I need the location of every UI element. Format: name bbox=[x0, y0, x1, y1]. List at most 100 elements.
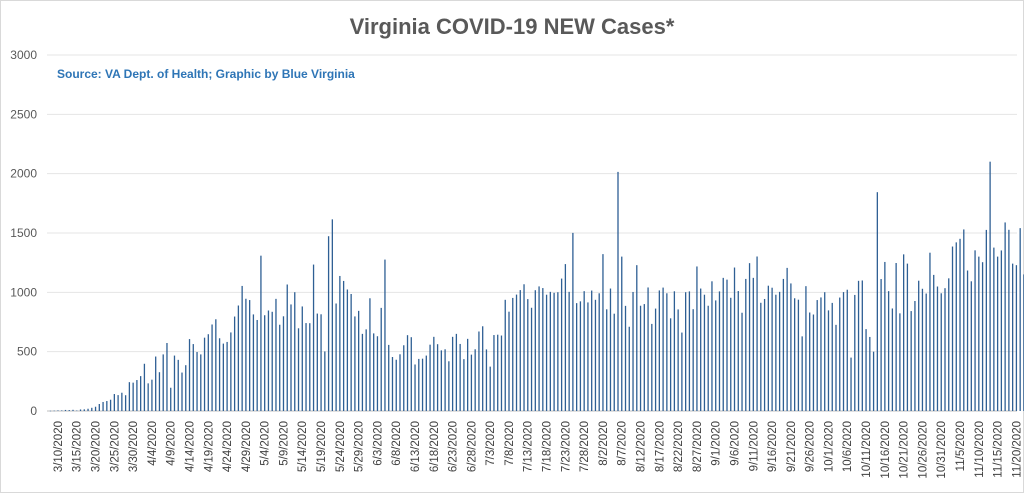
x-tick-label: 8/2/2020 bbox=[598, 421, 610, 466]
bar bbox=[831, 302, 833, 411]
bar bbox=[861, 280, 863, 411]
bar bbox=[354, 316, 356, 411]
bar bbox=[797, 299, 800, 411]
bar bbox=[974, 250, 976, 411]
x-tick-label: 10/26/2020 bbox=[917, 421, 929, 479]
bar bbox=[549, 291, 551, 411]
y-tick-label: 2000 bbox=[10, 167, 37, 181]
x-tick-label: 7/23/2020 bbox=[560, 421, 572, 472]
bar bbox=[824, 292, 826, 411]
bar bbox=[752, 277, 754, 411]
bar bbox=[485, 349, 488, 411]
bar bbox=[346, 289, 349, 411]
bar bbox=[1012, 263, 1014, 411]
bar bbox=[790, 283, 792, 411]
bar bbox=[181, 372, 183, 411]
bar bbox=[944, 288, 946, 411]
bar bbox=[895, 263, 897, 411]
bar bbox=[376, 336, 379, 411]
bar bbox=[771, 287, 773, 411]
bar bbox=[970, 281, 972, 411]
x-tick-label: 8/17/2020 bbox=[654, 421, 666, 472]
x-tick-label: 3/25/2020 bbox=[109, 421, 121, 472]
bar bbox=[350, 293, 352, 411]
bar bbox=[602, 254, 604, 411]
bar bbox=[185, 365, 187, 411]
bar bbox=[884, 261, 886, 411]
x-tick-label: 6/13/2020 bbox=[410, 421, 422, 472]
bar bbox=[467, 338, 469, 411]
bar bbox=[963, 229, 965, 411]
bar bbox=[388, 344, 390, 411]
bar bbox=[869, 336, 871, 411]
bar bbox=[985, 229, 987, 411]
bar bbox=[440, 350, 442, 411]
bar bbox=[737, 291, 739, 411]
bar bbox=[312, 264, 315, 411]
x-tick-label: 5/4/2020 bbox=[260, 421, 272, 466]
x-tick-label: 10/31/2020 bbox=[936, 421, 948, 479]
bar bbox=[335, 303, 337, 411]
bar bbox=[880, 279, 882, 411]
bar bbox=[624, 305, 627, 411]
x-tick-label: 6/18/2020 bbox=[429, 421, 441, 472]
x-tick-label: 7/3/2020 bbox=[485, 421, 497, 466]
bar bbox=[606, 309, 608, 411]
bar bbox=[421, 358, 424, 411]
bar bbox=[403, 345, 405, 411]
bar bbox=[489, 366, 491, 411]
bar bbox=[64, 409, 67, 411]
bar bbox=[76, 410, 78, 412]
bar bbox=[1008, 229, 1010, 411]
x-tick-label: 11/10/2020 bbox=[974, 421, 986, 478]
bar bbox=[331, 219, 333, 411]
bar bbox=[68, 410, 70, 411]
bar bbox=[842, 292, 845, 411]
bar bbox=[470, 354, 473, 411]
bar bbox=[846, 289, 848, 411]
bar bbox=[936, 286, 939, 411]
x-tick-label: 8/22/2020 bbox=[673, 421, 685, 472]
bar bbox=[530, 307, 533, 411]
bar bbox=[301, 306, 303, 411]
bar bbox=[545, 294, 548, 411]
bar bbox=[534, 290, 536, 411]
bar bbox=[245, 298, 247, 411]
bar bbox=[557, 292, 559, 411]
bar bbox=[910, 311, 912, 411]
bar bbox=[61, 410, 63, 411]
bar bbox=[162, 354, 164, 411]
x-tick-label: 4/9/2020 bbox=[166, 421, 178, 466]
bar bbox=[745, 278, 747, 411]
bar bbox=[140, 376, 142, 411]
bar bbox=[669, 318, 672, 411]
x-tick-label: 6/28/2020 bbox=[466, 421, 478, 472]
bar bbox=[763, 298, 766, 411]
bar bbox=[632, 291, 634, 411]
bar bbox=[455, 333, 458, 411]
bar bbox=[57, 410, 59, 411]
bar bbox=[173, 355, 176, 411]
bar bbox=[218, 338, 221, 411]
bar bbox=[87, 408, 89, 411]
bar bbox=[835, 324, 837, 411]
bar bbox=[872, 351, 875, 411]
bar bbox=[260, 255, 262, 411]
x-tick-label: 4/19/2020 bbox=[203, 421, 215, 472]
bar bbox=[286, 284, 288, 411]
bar bbox=[933, 274, 935, 411]
x-tick-label: 11/5/2020 bbox=[955, 421, 967, 471]
bar bbox=[820, 297, 822, 411]
bar bbox=[177, 359, 179, 411]
bar bbox=[380, 307, 382, 411]
bar bbox=[718, 291, 721, 411]
bar bbox=[188, 339, 191, 411]
bar bbox=[98, 404, 100, 411]
y-tick-label: 1500 bbox=[10, 226, 37, 240]
bar bbox=[233, 316, 236, 411]
bar bbox=[981, 262, 984, 411]
bar bbox=[756, 256, 758, 411]
bar bbox=[662, 287, 664, 411]
bar bbox=[264, 315, 266, 411]
bar bbox=[444, 349, 446, 411]
